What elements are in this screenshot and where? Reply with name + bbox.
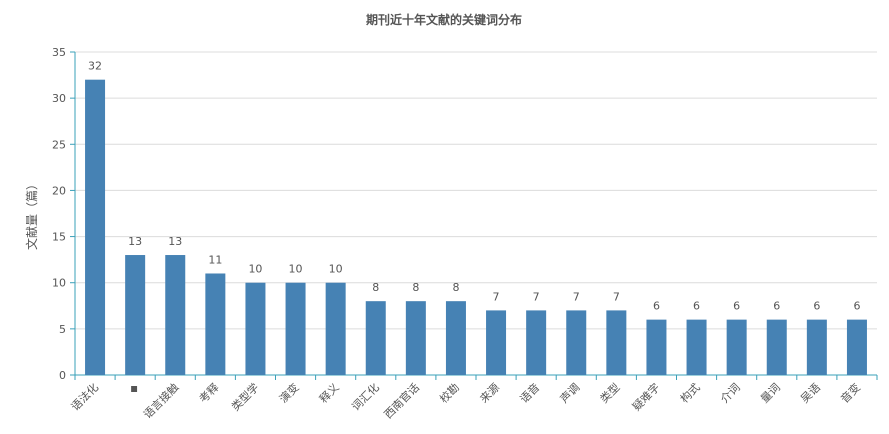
x-tick-label: 量词: [758, 381, 783, 406]
x-tick-label: 类型: [597, 380, 622, 405]
data-label: 6: [693, 300, 700, 313]
gridlines: [75, 51, 877, 330]
bar[interactable]: [285, 282, 306, 375]
x-tick-label: 词汇化: [349, 380, 382, 413]
data-label: 6: [853, 300, 860, 313]
x-tick-label: 西南官话: [381, 380, 422, 421]
y-tick-label: 20: [52, 184, 66, 197]
x-tick-label: 疑难字: [629, 380, 662, 413]
bar[interactable]: [405, 301, 426, 375]
y-tick-label: 10: [52, 277, 66, 290]
x-tick-label: 音变: [838, 380, 863, 405]
x-tick-label: 释义: [317, 381, 342, 406]
data-label: 7: [533, 290, 540, 303]
data-label: 8: [452, 281, 459, 294]
bar[interactable]: [766, 319, 787, 375]
x-tick-label: 吴语: [798, 381, 823, 406]
bar[interactable]: [726, 319, 747, 375]
x-tick-label: ◆: [126, 381, 142, 397]
bars: [85, 79, 867, 375]
x-tick-label: 语言接触: [140, 380, 181, 421]
bar[interactable]: [365, 301, 386, 375]
bar[interactable]: [646, 319, 667, 375]
axes: [70, 51, 878, 380]
bar[interactable]: [165, 255, 186, 375]
data-label: 6: [773, 300, 780, 313]
x-tick-labels: 语法化 ◆ 语言接触 考释 类型学 演变 释义 词汇化 西南官话 校勘 来源 语音 声调 类型 疑难字 构式介…: [68, 380, 863, 421]
data-label: 6: [653, 300, 660, 313]
bar[interactable]: [325, 282, 346, 375]
x-tick-label: 语音: [517, 380, 542, 405]
x-tick-label: 声调: [557, 380, 582, 405]
data-labels: 32 13 13 11 10 10 10 8 8 8 7 7 7 7 6 6 6 6 6 6: [88, 60, 860, 313]
bar[interactable]: [245, 282, 266, 375]
bar[interactable]: [125, 255, 146, 375]
bar[interactable]: [566, 310, 587, 375]
x-tick-label: 考释: [197, 381, 222, 406]
data-label: 7: [573, 290, 580, 303]
y-tick-label: 5: [59, 323, 66, 336]
y-axis-label: 文献量（篇）: [24, 178, 39, 250]
data-label: 32: [88, 60, 102, 73]
bar[interactable]: [486, 310, 507, 375]
x-tick-label: 演变: [276, 380, 301, 405]
data-label: 13: [128, 235, 142, 248]
data-label: 8: [412, 281, 419, 294]
bar[interactable]: [806, 319, 827, 375]
data-label: 8: [372, 281, 379, 294]
bar[interactable]: [85, 79, 106, 375]
data-label: 11: [208, 253, 222, 266]
y-tick-label: 0: [59, 369, 66, 382]
bar[interactable]: [205, 273, 226, 375]
x-tick-label: 语法化: [68, 380, 101, 413]
bar[interactable]: [846, 319, 867, 375]
y-tick-label: 30: [52, 92, 66, 105]
bar[interactable]: [445, 301, 466, 375]
bar[interactable]: [606, 310, 627, 375]
chart-title: 期刊近十年文献的关键词分布: [366, 12, 522, 27]
y-tick-label: 25: [52, 138, 66, 151]
data-label: 10: [329, 263, 343, 276]
data-label: 13: [168, 235, 182, 248]
x-tick-label: 构式: [677, 380, 702, 405]
data-label: 7: [493, 290, 500, 303]
data-label: 6: [733, 300, 740, 313]
y-tick-label: 15: [52, 231, 66, 244]
y-tick-labels: 0 5 10 15 20 25 30 35: [52, 46, 66, 382]
bar[interactable]: [526, 310, 547, 375]
x-tick-label: 介词: [718, 381, 743, 406]
bar[interactable]: [686, 319, 707, 375]
x-tick-label: 来源: [477, 380, 502, 405]
x-tick-label: 类型学: [228, 380, 261, 413]
y-tick-label: 35: [52, 46, 66, 59]
data-label: 10: [289, 263, 303, 276]
data-label: 6: [813, 300, 820, 313]
data-label: 7: [613, 290, 620, 303]
data-label: 10: [248, 263, 262, 276]
x-tick-label: 校勘: [437, 380, 462, 405]
